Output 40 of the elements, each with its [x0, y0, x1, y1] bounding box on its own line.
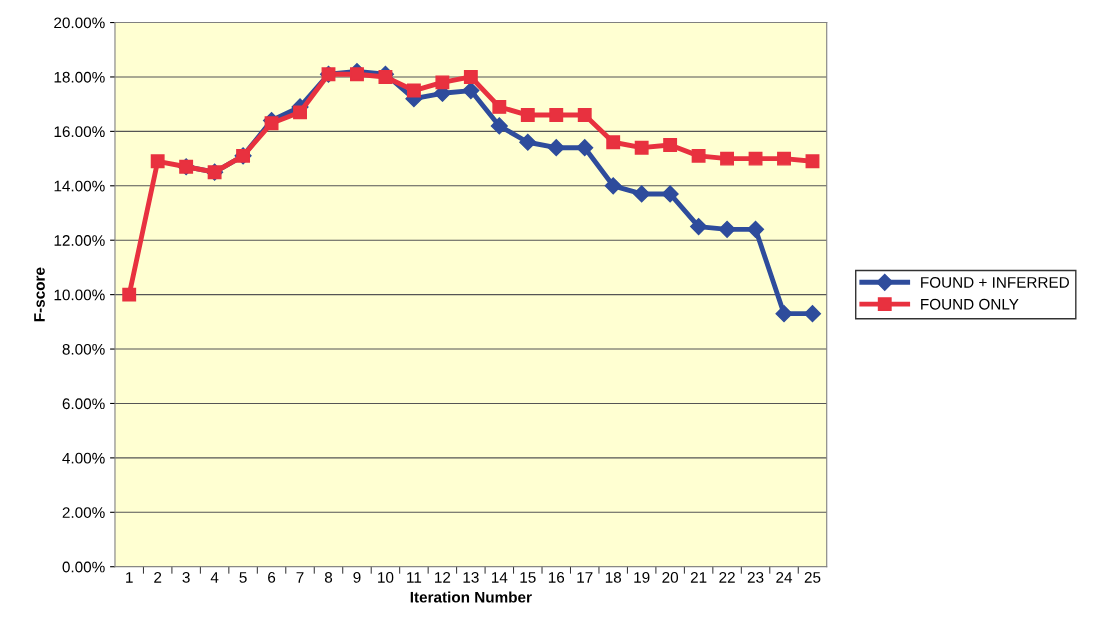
y-tick-label: 14.00% — [54, 180, 105, 192]
x-tick-label: 14 — [491, 572, 508, 583]
y-tick-label: 20.00% — [54, 17, 105, 29]
y-axis-title: F-score — [34, 267, 45, 322]
y-tick-label: 18.00% — [54, 71, 105, 83]
x-tick-label: 20 — [662, 571, 679, 583]
x-tick-label: 1 — [126, 572, 133, 583]
x-tick-label: 18 — [605, 571, 622, 583]
x-tick-label: 2 — [154, 571, 162, 583]
x-tick-label: 21 — [690, 571, 707, 583]
x-tick-label: 22 — [719, 571, 735, 583]
x-axis-title: Iteration Number — [410, 591, 532, 603]
x-tick-label: 11 — [407, 572, 422, 583]
x-tick-label: 12 — [435, 571, 451, 583]
x-tick-label: 16 — [548, 571, 565, 583]
x-tick-label: 9 — [353, 571, 361, 583]
x-tick-label: 19 — [634, 571, 650, 583]
x-tick-label: 23 — [747, 571, 764, 583]
x-tick-label: 6 — [268, 571, 276, 583]
x-tick-label: 10 — [378, 571, 394, 583]
y-tick-label: 0.00% — [62, 561, 105, 573]
x-tick-label: 3 — [182, 571, 190, 583]
x-tick-label: 5 — [239, 572, 247, 583]
x-tick-label: 13 — [463, 571, 479, 583]
legend-label: FOUND ONLY — [921, 298, 1019, 310]
x-tick-label: 8 — [324, 571, 333, 583]
x-tick-label: 7 — [296, 572, 304, 583]
y-tick-label: 12.00% — [54, 235, 105, 246]
x-tick-label: 17 — [577, 572, 593, 583]
y-tick-label: 6.00% — [62, 398, 105, 410]
legend-label: FOUND + INFERRED — [921, 276, 1069, 288]
y-tick-label: 4.00% — [62, 452, 105, 464]
x-tick-label: 25 — [804, 571, 821, 583]
y-tick-label: 8.00% — [62, 343, 105, 355]
y-tick-label: 10.00% — [54, 289, 105, 301]
x-tick-label: 24 — [776, 571, 793, 583]
y-tick-label: 16.00% — [54, 126, 105, 138]
y-tick-label: 2.00% — [62, 507, 105, 518]
x-tick-label: 4 — [210, 572, 219, 583]
x-tick-label: 15 — [520, 572, 536, 583]
